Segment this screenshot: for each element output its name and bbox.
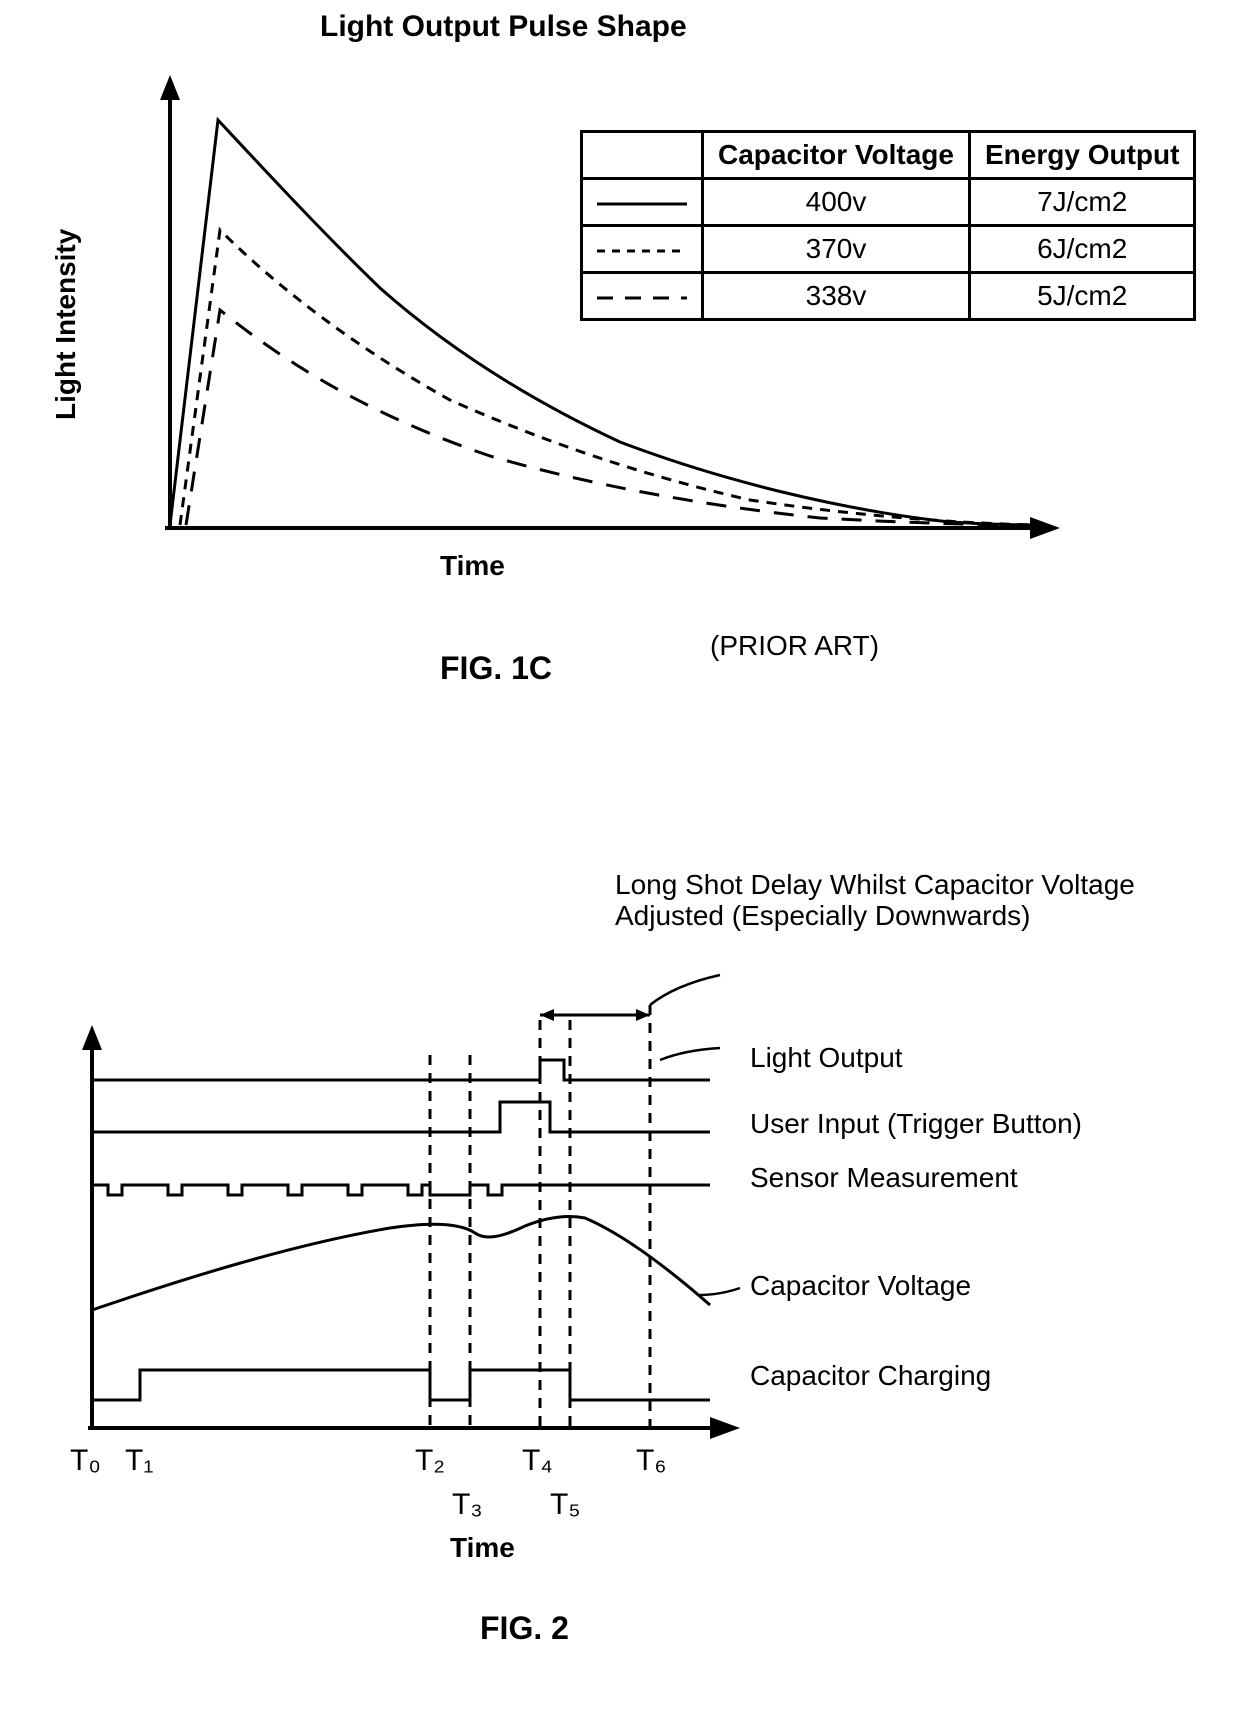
legend-header-voltage: Capacitor Voltage <box>703 132 970 179</box>
fig2-x-arrow <box>710 1417 740 1439</box>
time-marker-t1: T₁ <box>125 1444 153 1478</box>
fig2-label-sensor-measurement: Sensor Measurement <box>750 1162 1018 1194</box>
delay-span-arrow-r <box>636 1009 650 1021</box>
legend-row-400v: 400v 7J/cm2 <box>582 179 1195 226</box>
time-marker-t6: T₆ <box>636 1444 666 1478</box>
legend-row-370v: 370v 6J/cm2 <box>582 226 1195 273</box>
legend-sample-400v <box>582 179 703 226</box>
time-marker-t4: T₄ <box>522 1444 553 1478</box>
leader-capacitor-voltage <box>698 1288 740 1295</box>
legend-sample-370v <box>582 226 703 273</box>
signal-sensor-measurement <box>92 1185 710 1195</box>
fig1c-y-arrow <box>160 75 180 100</box>
legend-sample-338v <box>582 273 703 320</box>
fig1c-y-label: Light Intensity <box>50 229 82 420</box>
page: Light Output Pulse Shape Light Intensity… <box>0 0 1240 1719</box>
fig1c-container: Light Output Pulse Shape Light Intensity… <box>40 10 1200 730</box>
signal-light-output <box>92 1060 710 1080</box>
fig2-label-capacitor-charging: Capacitor Charging <box>750 1360 991 1392</box>
fig2-top-annotation: Long Shot Delay Whilst Capacitor Voltage… <box>615 870 1175 932</box>
fig2-label-capacitor-voltage: Capacitor Voltage <box>750 1270 971 1302</box>
curve-338v <box>186 310 1035 525</box>
legend-voltage-338v: 338v <box>703 273 970 320</box>
time-marker-t2: T₂ <box>415 1444 445 1478</box>
signal-user-input <box>92 1102 710 1132</box>
time-marker-t3: T₃ <box>452 1488 483 1522</box>
legend-voltage-400v: 400v <box>703 179 970 226</box>
leader-light-output <box>660 1048 720 1060</box>
fig2-container: Long Shot Delay Whilst Capacitor Voltage… <box>30 870 1210 1690</box>
legend-row-338v: 338v 5J/cm2 <box>582 273 1195 320</box>
fig2-label-light-output: Light Output <box>750 1042 903 1074</box>
fig1c-label: FIG. 1C <box>440 650 552 687</box>
fig2-svg <box>30 960 750 1520</box>
fig1c-prior-art: (PRIOR ART) <box>710 630 879 662</box>
fig1c-legend-table: Capacitor Voltage Energy Output 400v 7J/… <box>580 130 1196 321</box>
delay-span-arrow-l <box>540 1009 554 1021</box>
fig2-label: FIG. 2 <box>480 1610 569 1647</box>
signal-capacitor-voltage <box>92 1217 710 1310</box>
signal-capacitor-charging <box>92 1370 710 1400</box>
time-marker-t0: T₀ <box>70 1444 101 1478</box>
fig2-y-arrow <box>82 1025 102 1050</box>
fig2-x-label: Time <box>450 1532 515 1564</box>
legend-energy-370v: 6J/cm2 <box>969 226 1194 273</box>
delay-leader <box>650 975 720 1005</box>
legend-header-row: Capacitor Voltage Energy Output <box>582 132 1195 179</box>
fig1c-x-arrow <box>1030 517 1060 539</box>
legend-header-blank <box>582 132 703 179</box>
legend-energy-400v: 7J/cm2 <box>969 179 1194 226</box>
time-marker-t5: T₅ <box>550 1488 580 1522</box>
legend-energy-338v: 5J/cm2 <box>969 273 1194 320</box>
legend-header-energy: Energy Output <box>969 132 1194 179</box>
fig2-label-user-input: User Input (Trigger Button) <box>750 1108 1082 1140</box>
legend-voltage-370v: 370v <box>703 226 970 273</box>
